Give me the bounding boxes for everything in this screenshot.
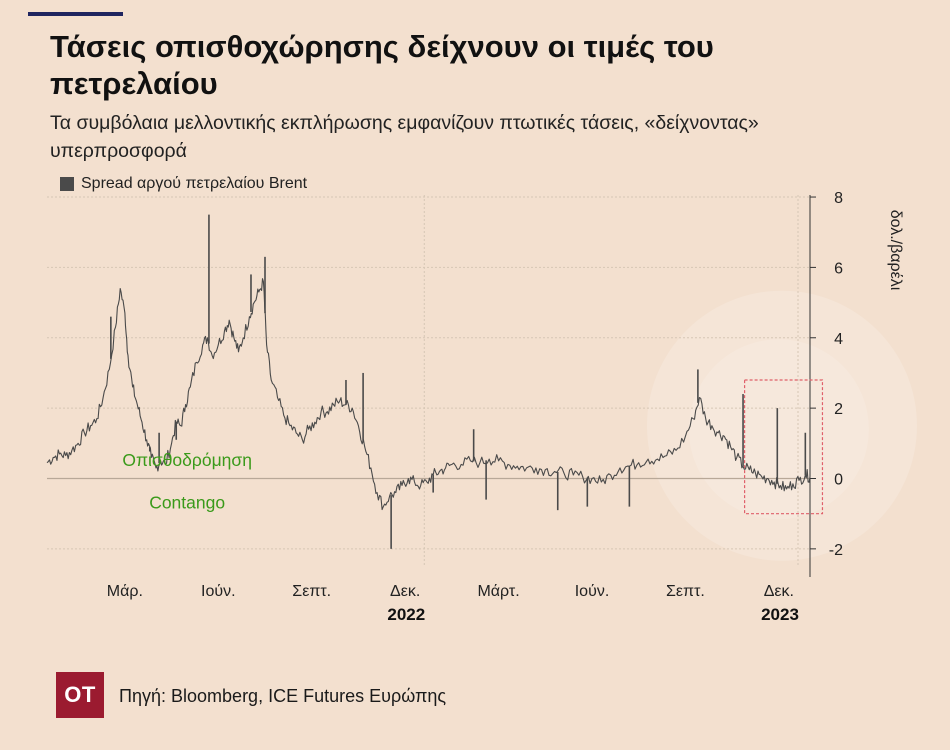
x-tick-label: Σεπτ. [666,583,705,600]
top-accent-rule [28,12,123,16]
legend-label: Spread αργού πετρελαίου Brent [81,175,308,192]
year-label: 2022 [387,605,425,624]
x-tick-label: Ιούν. [201,583,236,600]
y-tick-label: 0 [834,471,843,488]
highlight-glow [646,290,917,561]
y-tick-label: 8 [834,190,843,207]
legend-swatch [60,177,74,191]
y-tick-label: -2 [829,542,843,559]
y-tick-label: 6 [834,260,843,277]
series-line [46,278,811,511]
x-tick-label: Μάρ. [107,583,143,600]
x-tick-label: Ιούν. [575,583,610,600]
chart-subtitle: Τα συμβόλαια μελλοντικής εκπλήρωσης εμφα… [50,112,759,162]
year-label: 2023 [761,605,799,624]
y-tick-label: 2 [834,401,843,418]
x-tick-label: Μάρτ. [477,583,519,600]
annotation-label: Contango [149,492,225,512]
y-tick-label: 4 [834,331,843,348]
chart-title: Τάσεις οπισθοχώρησης δείχνουν οι τιμές τ… [50,29,714,101]
x-tick-label: Δεκ. [390,583,420,600]
x-tick-label: Δεκ. [764,583,794,600]
x-tick-label: Σεπτ. [292,583,331,600]
legend: Spread αργού πετρελαίου Brent [60,175,307,193]
annotation-label: Οπισθοδρόμηση [122,450,252,470]
y-axis-label: δολ./βαρέλι [887,210,904,291]
source-note: Πηγή: Bloomberg, ICE Futures Ευρώπης [119,686,447,706]
highlight-glow-inner [688,339,869,520]
ot-logo: OT [56,672,104,718]
highlight-box [743,379,824,515]
